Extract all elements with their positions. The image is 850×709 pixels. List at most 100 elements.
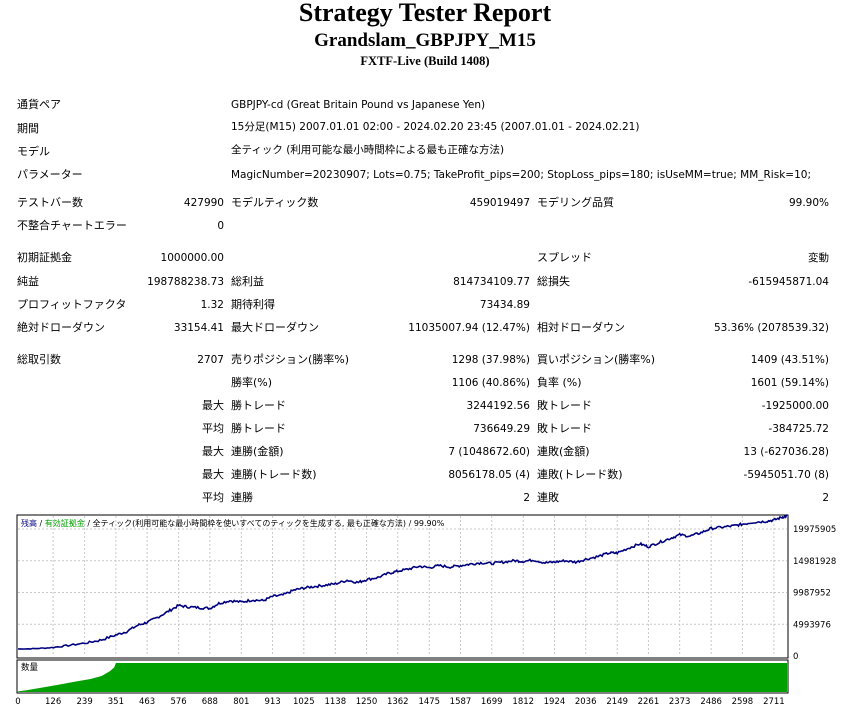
deposit-value: 1000000.00 (160, 252, 224, 264)
balance-plot-frame (16, 514, 789, 659)
x-tick-label: 1475 (418, 697, 440, 707)
quality-value: 99.90% (788, 197, 829, 209)
x-tick-label: 801 (233, 697, 249, 707)
consec-loss-count-label: 連敗(トレード数) (537, 468, 623, 481)
y-tick-label: 14981928 (793, 557, 836, 567)
x-tick-label: 463 (139, 697, 155, 707)
average-loss-value: -384725.72 (768, 423, 829, 435)
params-value: MagicNumber=20230907; Lots=0.75; TakePro… (231, 169, 811, 181)
gross-profit-label: 総利益 (231, 275, 264, 288)
expected-payoff-label: 期待利得 (231, 298, 275, 311)
report-title: Strategy Tester Report (298, 0, 552, 27)
symbol-value: GBPJPY-cd (Great Britain Pound vs Japane… (231, 99, 486, 111)
max-consec-money-label: 最大 (202, 445, 224, 458)
gross-profit-value: 814734109.77 (453, 276, 530, 288)
volume-label: 数量 (21, 662, 39, 673)
avg-consec-loss-value: 2 (822, 492, 829, 504)
x-tick-label: 1138 (324, 697, 346, 707)
x-tick-label: 1924 (544, 697, 566, 707)
model-label: モデル (17, 145, 50, 158)
profit-factor-label: プロフィットファクタ (17, 298, 127, 311)
chart-legend: 残高 / 有効証拠金 / 全ティック(利用可能な最小時間枠を使いすべてのティック… (21, 518, 445, 528)
average-win-label: 勝トレード (231, 422, 286, 435)
legend-model: 全ティック(利用可能な最小時間枠を使いすべてのティックを生成する, 最も正確な方… (93, 518, 406, 528)
quality-label: モデリング品質 (537, 196, 614, 209)
ticks-label: モデルティック数 (231, 196, 319, 209)
deposit-label: 初期証拠金 (17, 251, 72, 264)
expert-name: Grandslam_GBPJPY_M15 (314, 30, 536, 51)
consec-win-money-label: 連勝(金額) (231, 445, 284, 458)
consec-win-money-value: 7 (1048672.60) (448, 446, 530, 458)
legend-quality: 99.90% (414, 519, 445, 528)
x-tick-label: 1025 (293, 697, 315, 707)
largest-loss-value: -1925000.00 (761, 400, 829, 412)
x-tick-label: 1699 (481, 697, 503, 707)
x-tick-label: 2486 (700, 697, 722, 707)
mismatch-value: 0 (217, 220, 224, 232)
x-tick-label: 2036 (575, 697, 597, 707)
symbol-label: 通貨ペア (17, 98, 61, 111)
x-tick-label: 1812 (512, 697, 534, 707)
x-tick-label: 1250 (356, 697, 378, 707)
x-tick-label: 2149 (606, 697, 628, 707)
total-trades-label: 総取引数 (17, 353, 61, 366)
loss-rate-value: 1601 (59.14%) (750, 377, 829, 389)
spread-value: 変動 (808, 252, 829, 264)
profit-factor-value: 1.32 (200, 299, 224, 311)
volume-area (18, 663, 787, 692)
x-tick-label: 2261 (638, 697, 660, 707)
largest-loss-label: 敗トレード (537, 399, 592, 412)
average-win-value: 736649.29 (473, 423, 530, 435)
bars-label: テストバー数 (17, 196, 83, 209)
net-profit-value: 198788238.73 (147, 276, 224, 288)
legend-sep3: / (406, 519, 414, 528)
loss-rate-label: 負率 (%) (537, 376, 582, 389)
consec-loss-money-value: 13 (-627036.28) (743, 446, 829, 458)
avg-consec-loss-label: 連敗 (537, 491, 559, 504)
max-consec-count-label: 最大 (202, 468, 224, 481)
long-positions-label: 買いポジション(勝率%) (537, 353, 656, 366)
relative-drawdown-value: 53.36% (2078539.32) (713, 322, 829, 334)
y-tick-label: 9987952 (793, 589, 831, 599)
largest-win-label: 勝トレード (231, 399, 286, 412)
win-rate-value: 1106 (40.86%) (451, 377, 530, 389)
win-rate-label: 勝率(%) (231, 376, 273, 389)
short-positions-value: 1298 (37.98%) (451, 354, 530, 366)
y-tick-label: 4993976 (793, 620, 831, 630)
absolute-drawdown-label: 絶対ドローダウン (17, 321, 105, 334)
average-label: 平均 (202, 422, 224, 435)
x-tick-label: 351 (108, 697, 124, 707)
model-value: 全ティック (利用可能な最小時間枠による最も正確な方法) (231, 144, 505, 156)
gross-loss-label: 総損失 (537, 275, 570, 288)
balance-line (17, 513, 788, 650)
y-tick-label: 19975905 (793, 525, 836, 535)
x-tick-label: 576 (170, 697, 186, 707)
relative-drawdown-label: 相対ドローダウン (537, 321, 625, 334)
params-label: パラメーター (17, 168, 83, 181)
absolute-drawdown-value: 33154.41 (173, 322, 224, 334)
period-label: 期間 (17, 122, 39, 135)
consec-win-count-value: 8056178.05 (4) (448, 469, 530, 481)
bars-value: 427990 (183, 197, 224, 209)
legend-balance: 残高 (21, 518, 37, 528)
largest-win-value: 3244192.56 (466, 400, 530, 412)
net-profit-label: 純益 (17, 275, 39, 288)
max-drawdown-label: 最大ドローダウン (231, 321, 319, 334)
consec-loss-money-label: 連敗(金額) (537, 445, 590, 458)
y-tick-label: 0 (793, 652, 798, 662)
mismatch-label: 不整合チャートエラー (17, 219, 127, 232)
average-loss-label: 敗トレード (537, 422, 592, 435)
long-positions-value: 1409 (43.51%) (750, 354, 829, 366)
max-drawdown-value: 11035007.94 (12.47%) (408, 322, 530, 334)
legend-equity: 有効証拠金 (45, 518, 85, 528)
consec-loss-count-value: -5945051.70 (8) (743, 469, 829, 481)
x-tick-label: 239 (77, 697, 93, 707)
average-consec-label: 平均 (202, 491, 224, 504)
consec-win-count-label: 連勝(トレード数) (231, 468, 317, 481)
short-positions-label: 売りポジション(勝率%) (231, 353, 350, 366)
total-trades-value: 2707 (197, 354, 224, 366)
legend-sep2: / (85, 519, 93, 528)
x-tick-label: 913 (264, 697, 280, 707)
x-tick-label: 688 (202, 697, 218, 707)
